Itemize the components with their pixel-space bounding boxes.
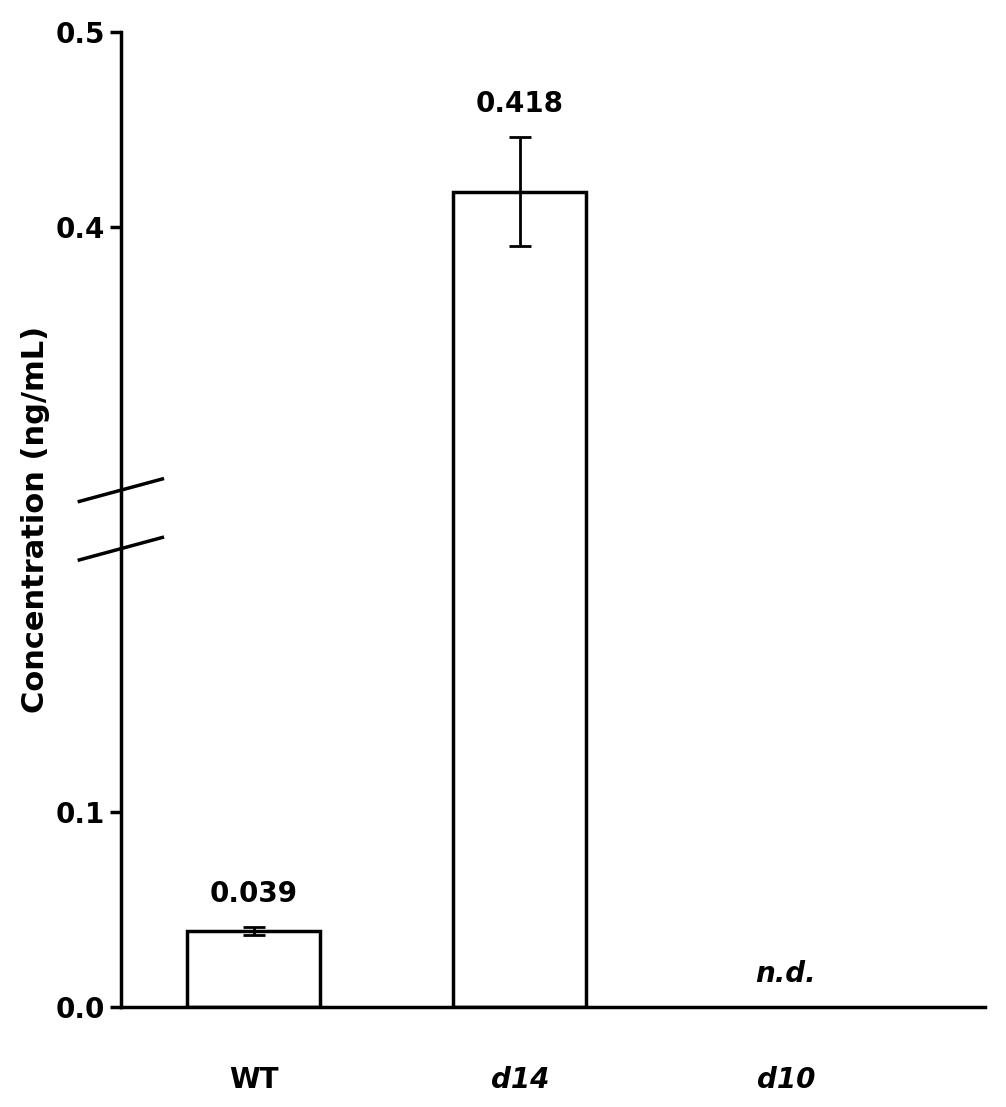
Text: WT: WT: [229, 1066, 279, 1094]
Y-axis label: Concentration (ng/mL): Concentration (ng/mL): [21, 325, 50, 713]
Bar: [187, 931, 320, 1007]
Text: d14: d14: [491, 1066, 549, 1094]
Text: d10: d10: [757, 1066, 815, 1094]
Text: 0.418: 0.418: [476, 90, 563, 117]
Text: 0.039: 0.039: [210, 880, 298, 908]
Text: n.d.: n.d.: [756, 960, 816, 987]
Bar: [454, 192, 586, 1007]
